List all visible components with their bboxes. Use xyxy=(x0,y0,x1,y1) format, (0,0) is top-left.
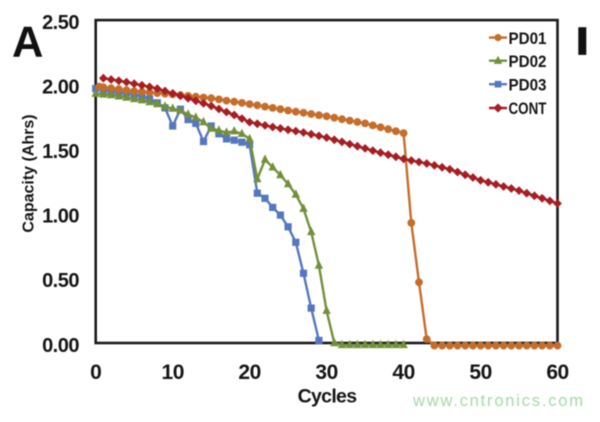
svg-text:40: 40 xyxy=(392,361,414,384)
svg-text:20: 20 xyxy=(238,361,260,384)
svg-text:1.50: 1.50 xyxy=(42,141,79,163)
svg-text:PD03: PD03 xyxy=(509,76,547,94)
svg-text:50: 50 xyxy=(469,361,491,384)
svg-text:30: 30 xyxy=(315,361,337,384)
svg-text:2.00: 2.00 xyxy=(42,77,79,99)
svg-text:10: 10 xyxy=(162,361,184,384)
svg-text:0.00: 0.00 xyxy=(42,335,79,357)
svg-text:Cycles: Cycles xyxy=(298,386,358,408)
svg-text:PD01: PD01 xyxy=(509,30,547,48)
svg-text:Capacity (Ahrs): Capacity (Ahrs) xyxy=(21,114,38,232)
svg-text:A: A xyxy=(12,19,43,67)
svg-text:www.cntronics.com: www.cntronics.com xyxy=(412,392,585,410)
svg-text:2.50: 2.50 xyxy=(42,12,79,34)
svg-text:0.50: 0.50 xyxy=(42,270,79,292)
svg-text:PD02: PD02 xyxy=(509,53,547,71)
svg-text:60: 60 xyxy=(546,361,568,384)
svg-text:CONT: CONT xyxy=(509,100,547,118)
svg-text:1.00: 1.00 xyxy=(42,206,79,228)
svg-text:0: 0 xyxy=(90,361,101,384)
